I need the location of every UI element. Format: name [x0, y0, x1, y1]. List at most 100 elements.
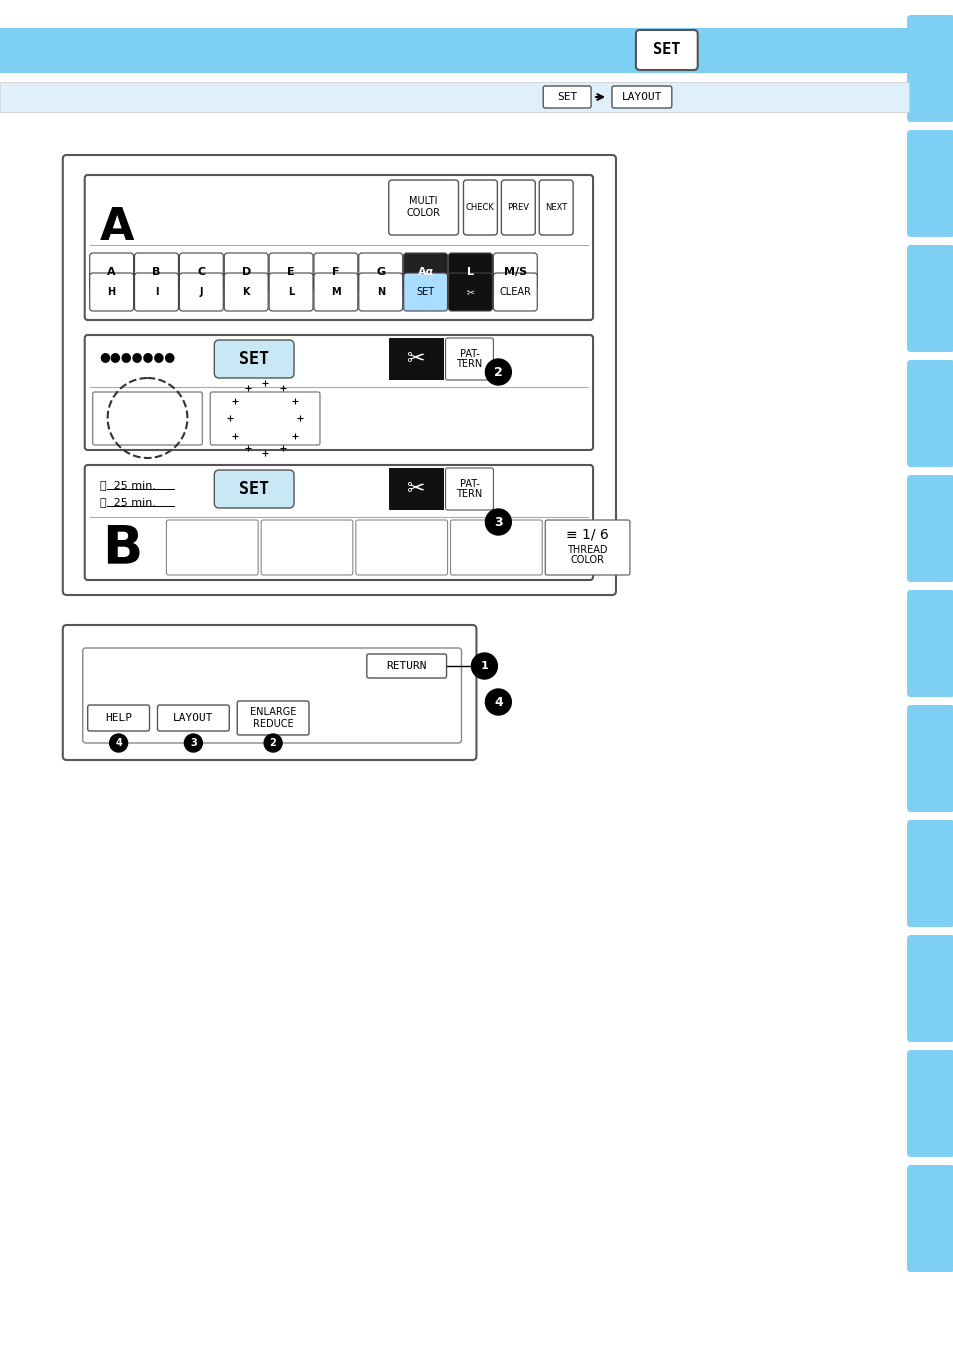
Circle shape: [485, 360, 511, 385]
FancyBboxPatch shape: [388, 180, 458, 236]
FancyBboxPatch shape: [906, 1165, 953, 1272]
Text: J: J: [199, 287, 203, 297]
Circle shape: [485, 689, 511, 715]
FancyBboxPatch shape: [403, 253, 447, 291]
Text: L: L: [288, 287, 294, 297]
Text: Aα: Aα: [417, 267, 434, 276]
Text: 1: 1: [480, 661, 488, 671]
Bar: [0, 29, 908, 74]
FancyBboxPatch shape: [612, 86, 671, 108]
FancyBboxPatch shape: [501, 180, 535, 236]
FancyBboxPatch shape: [85, 464, 593, 580]
FancyBboxPatch shape: [445, 469, 493, 509]
FancyBboxPatch shape: [83, 648, 461, 744]
FancyBboxPatch shape: [85, 174, 593, 320]
Text: D: D: [241, 267, 251, 276]
FancyBboxPatch shape: [906, 475, 953, 582]
FancyBboxPatch shape: [542, 86, 591, 108]
FancyBboxPatch shape: [179, 272, 223, 311]
Text: 2: 2: [270, 738, 276, 748]
Bar: [388, 338, 443, 380]
FancyBboxPatch shape: [463, 180, 497, 236]
FancyBboxPatch shape: [403, 272, 447, 311]
Text: PAT-
TERN: PAT- TERN: [456, 349, 482, 369]
FancyBboxPatch shape: [545, 520, 629, 575]
FancyBboxPatch shape: [269, 253, 313, 291]
FancyBboxPatch shape: [450, 520, 541, 575]
FancyBboxPatch shape: [448, 253, 492, 291]
Text: SET: SET: [416, 287, 435, 297]
FancyBboxPatch shape: [224, 253, 268, 291]
FancyBboxPatch shape: [493, 253, 537, 291]
Circle shape: [264, 734, 282, 752]
FancyBboxPatch shape: [906, 820, 953, 928]
Text: NEXT: NEXT: [544, 203, 567, 211]
FancyBboxPatch shape: [90, 253, 133, 291]
Text: ⧖  25 min.: ⧖ 25 min.: [99, 497, 155, 507]
Text: H: H: [108, 287, 115, 297]
Text: ENLARGE
REDUCE: ENLARGE REDUCE: [250, 707, 296, 729]
Text: C: C: [197, 267, 205, 276]
Text: N: N: [376, 287, 384, 297]
FancyBboxPatch shape: [166, 520, 258, 575]
FancyBboxPatch shape: [157, 706, 229, 731]
FancyBboxPatch shape: [906, 15, 953, 123]
FancyBboxPatch shape: [358, 272, 402, 311]
Circle shape: [471, 652, 497, 680]
Text: 3: 3: [494, 515, 502, 528]
Bar: [0, 82, 908, 112]
Text: 3: 3: [190, 738, 196, 748]
FancyBboxPatch shape: [906, 1050, 953, 1156]
Text: M/S: M/S: [503, 267, 526, 276]
Text: MULTI
COLOR: MULTI COLOR: [406, 196, 440, 218]
Text: ≡ 1/ 6: ≡ 1/ 6: [565, 528, 608, 542]
FancyBboxPatch shape: [261, 520, 353, 575]
Text: SET: SET: [239, 350, 269, 368]
Text: SET: SET: [557, 93, 577, 102]
FancyBboxPatch shape: [214, 470, 294, 508]
Text: ✂: ✂: [406, 479, 424, 498]
FancyBboxPatch shape: [538, 180, 573, 236]
FancyBboxPatch shape: [906, 245, 953, 351]
FancyBboxPatch shape: [906, 706, 953, 812]
Text: THREAD
COLOR: THREAD COLOR: [566, 545, 607, 565]
FancyBboxPatch shape: [906, 129, 953, 237]
Text: PREV: PREV: [507, 203, 529, 211]
FancyBboxPatch shape: [92, 392, 202, 445]
FancyBboxPatch shape: [134, 272, 178, 311]
FancyBboxPatch shape: [314, 272, 357, 311]
FancyBboxPatch shape: [210, 392, 319, 445]
Circle shape: [184, 734, 202, 752]
Text: 4: 4: [115, 738, 122, 748]
Text: 2: 2: [494, 365, 502, 379]
Text: B: B: [102, 522, 143, 573]
Text: ✂: ✂: [406, 349, 424, 369]
FancyBboxPatch shape: [493, 272, 537, 311]
FancyBboxPatch shape: [906, 590, 953, 697]
Text: I: I: [154, 287, 158, 297]
FancyBboxPatch shape: [134, 253, 178, 291]
Text: K: K: [242, 287, 250, 297]
Text: G: G: [375, 267, 385, 276]
Text: PAT-
TERN: PAT- TERN: [456, 478, 482, 500]
FancyBboxPatch shape: [906, 934, 953, 1042]
FancyBboxPatch shape: [636, 30, 697, 69]
Text: SET: SET: [653, 42, 679, 57]
Text: E: E: [287, 267, 294, 276]
FancyBboxPatch shape: [366, 654, 446, 678]
Text: L: L: [466, 267, 474, 276]
FancyBboxPatch shape: [63, 625, 476, 760]
FancyBboxPatch shape: [90, 272, 133, 311]
FancyBboxPatch shape: [63, 155, 616, 595]
Text: ✂: ✂: [466, 287, 474, 297]
Text: CHECK: CHECK: [465, 203, 495, 211]
Text: 4: 4: [494, 696, 502, 708]
Text: ⧗  25 min.: ⧗ 25 min.: [99, 479, 155, 490]
Text: CLEAR: CLEAR: [498, 287, 531, 297]
FancyBboxPatch shape: [237, 701, 309, 735]
FancyBboxPatch shape: [269, 272, 313, 311]
FancyBboxPatch shape: [445, 338, 493, 380]
FancyBboxPatch shape: [214, 340, 294, 379]
Text: RETURN: RETURN: [386, 661, 427, 671]
FancyBboxPatch shape: [314, 253, 357, 291]
